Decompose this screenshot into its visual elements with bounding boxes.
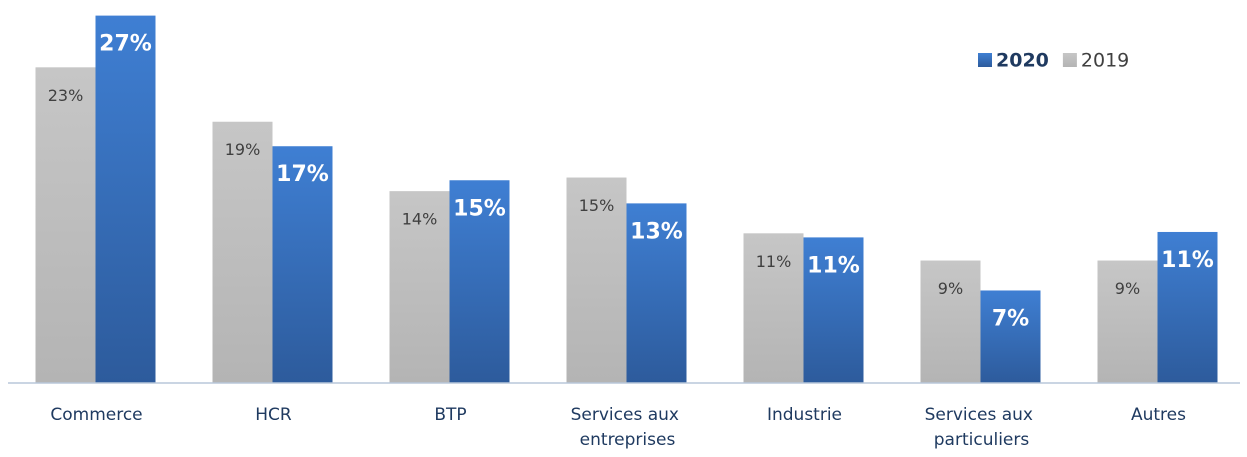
bar [1097, 260, 1158, 383]
legend-label: 2020 [996, 50, 1049, 72]
legend-swatch [1062, 53, 1077, 67]
bar [35, 67, 96, 384]
bar [272, 146, 333, 383]
value-label: 14% [402, 210, 438, 229]
bar [389, 191, 450, 383]
legend-swatch [978, 53, 992, 67]
value-label: 13% [630, 219, 683, 244]
legend-label: 2019 [1081, 50, 1129, 72]
value-label: 11% [1161, 248, 1214, 273]
x-tick-label: Services aux entreprises [571, 405, 685, 450]
bar [920, 260, 981, 383]
x-tick-label: Commerce [50, 405, 142, 425]
value-label: 19% [225, 140, 261, 159]
x-tick-label: Services aux particuliers [925, 405, 1039, 450]
bar [803, 237, 864, 383]
bar [1157, 231, 1218, 383]
x-tick-label: HCR [255, 405, 292, 425]
x-tick-label: Industrie [767, 405, 842, 425]
value-label: 27% [99, 32, 152, 57]
value-label: 23% [48, 86, 84, 105]
value-label: 15% [453, 196, 506, 221]
value-label: 17% [276, 162, 329, 187]
x-tick-label: BTP [434, 405, 466, 425]
bar [95, 15, 156, 383]
bar [980, 290, 1041, 383]
value-label: 9% [938, 279, 963, 298]
value-label: 15% [579, 196, 615, 215]
value-label: 7% [992, 306, 1029, 331]
value-label: 9% [1115, 279, 1140, 298]
bar [626, 203, 687, 383]
bar [743, 233, 804, 383]
bar [212, 121, 273, 383]
x-tick-label: Autres [1131, 405, 1186, 425]
bar [449, 180, 510, 383]
bar [566, 177, 627, 383]
value-label: 11% [807, 253, 860, 278]
value-label: 11% [756, 252, 792, 271]
